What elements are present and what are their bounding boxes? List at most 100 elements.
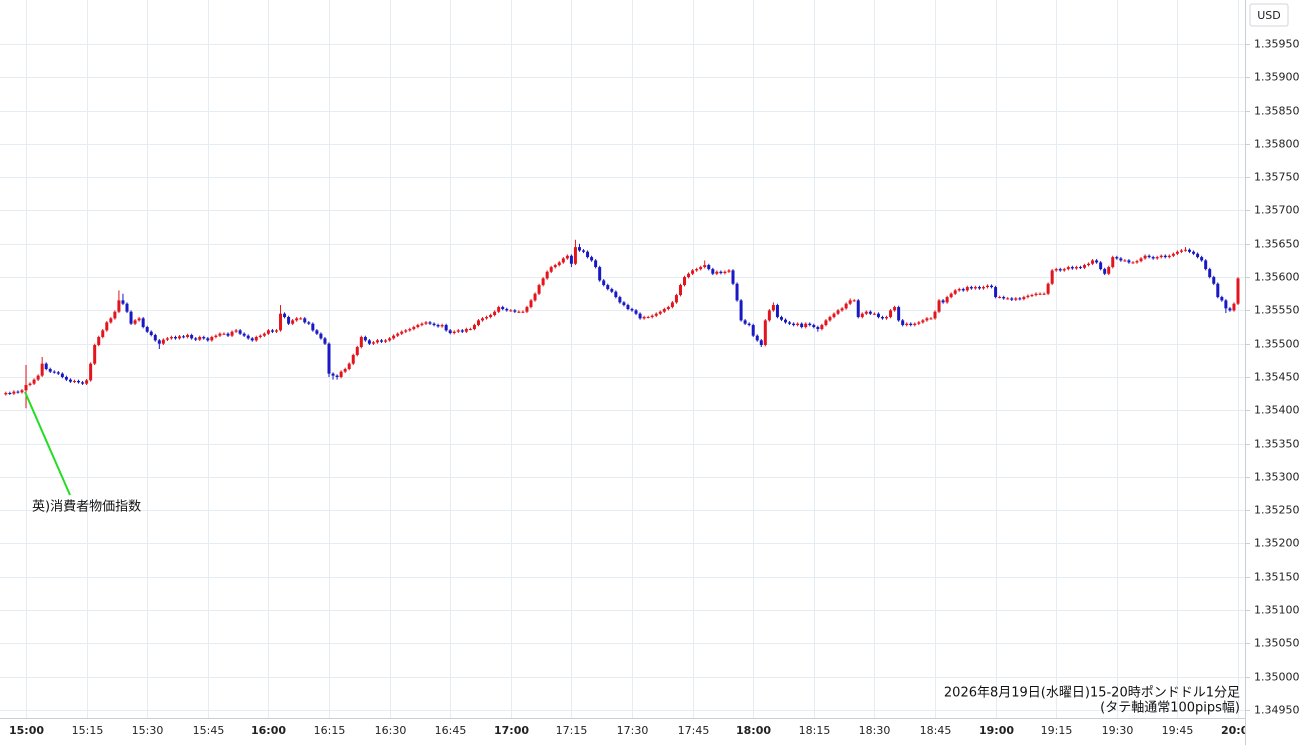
candle-body <box>16 391 20 393</box>
candle-body <box>283 313 287 318</box>
x-tick-label: 19:45 <box>1162 724 1194 737</box>
x-axis: 15:00 15:15 15:30 15:45 16:00 16:15 16:30 16:45… <box>9 724 1245 737</box>
candle-body <box>428 322 432 324</box>
candle-body <box>699 267 703 270</box>
candle-body <box>537 285 541 294</box>
candle-body <box>767 310 771 321</box>
candle-body <box>969 287 973 289</box>
candle-body <box>254 337 258 341</box>
candle-body <box>371 342 375 344</box>
y-tick-label: 1.35050 <box>1254 637 1300 650</box>
candle-body <box>1135 261 1139 263</box>
candle-body <box>501 307 505 310</box>
candle-body <box>129 311 133 324</box>
candle-body <box>238 330 242 334</box>
candle-body <box>32 379 36 384</box>
candle-body <box>375 340 379 343</box>
candle-body <box>525 307 529 312</box>
candle-body <box>630 309 634 311</box>
candle-body <box>343 368 347 372</box>
candle-body <box>674 295 678 303</box>
candle-body <box>380 340 384 342</box>
candle-body <box>44 363 48 369</box>
candle-body <box>816 327 820 330</box>
candle-body <box>917 322 921 324</box>
candle-body <box>388 338 392 341</box>
y-tick-label: 1.35400 <box>1254 404 1300 417</box>
candle-body <box>990 285 994 288</box>
candle-body <box>707 265 711 270</box>
candle-body <box>557 262 561 266</box>
candle-body <box>913 323 917 326</box>
candle-body <box>198 337 202 340</box>
candle-body <box>311 323 315 331</box>
y-tick-label: 1.35750 <box>1254 171 1300 184</box>
candle-body <box>4 392 8 395</box>
candle-body <box>105 322 109 331</box>
candle-body <box>121 300 125 304</box>
candle-body <box>190 335 194 339</box>
candle-body <box>654 313 658 316</box>
candle-body <box>1192 251 1196 254</box>
candle-body <box>335 375 339 377</box>
candle-body <box>670 302 674 308</box>
candle-body <box>210 337 214 341</box>
x-tick-label: 18:00 <box>736 724 771 737</box>
candle-body <box>925 318 929 321</box>
candle-body <box>367 340 371 344</box>
candle-body <box>153 335 157 341</box>
candle-body <box>1119 258 1123 261</box>
x-tick-label: 19:00 <box>979 724 1014 737</box>
candle-body <box>590 257 594 261</box>
candle-body <box>347 363 351 369</box>
candle-body <box>408 329 412 331</box>
candle-body <box>279 313 283 331</box>
candle-body <box>182 336 186 338</box>
candle-body <box>262 333 266 336</box>
candle-body <box>1018 298 1022 300</box>
candle-body <box>1054 269 1058 271</box>
candle-body <box>812 325 816 328</box>
candle-body <box>472 325 476 330</box>
y-tick-label: 1.35100 <box>1254 604 1300 617</box>
candles <box>4 239 1240 409</box>
candle-body <box>763 320 767 346</box>
candle-body <box>299 318 303 320</box>
candle-body <box>339 371 343 377</box>
candle-body <box>89 363 93 381</box>
currency-label: USD <box>1257 9 1281 22</box>
candle-body <box>145 327 149 332</box>
x-tick-label: 19:15 <box>1041 724 1073 737</box>
candle-body <box>359 337 363 348</box>
candle-body <box>832 313 836 318</box>
x-tick-label: 15:00 <box>9 724 44 737</box>
candle-body <box>852 300 856 302</box>
candle-body <box>820 325 824 330</box>
y-tick-label: 1.35300 <box>1254 471 1300 484</box>
candle-body <box>1002 297 1006 299</box>
candle-body <box>638 313 642 319</box>
candle-body <box>1058 269 1062 271</box>
candle-body <box>1175 251 1179 254</box>
candle-body <box>743 320 747 324</box>
candle-body <box>658 311 662 314</box>
candle-body <box>828 317 832 321</box>
candle-body <box>246 335 250 339</box>
candle-body <box>719 271 723 274</box>
candle-body <box>8 392 12 394</box>
candle-body <box>606 285 610 290</box>
candle-body <box>149 331 153 336</box>
candle-body <box>792 323 796 326</box>
candle-body <box>64 376 68 380</box>
candle-body <box>695 269 699 271</box>
candle-body <box>529 300 533 308</box>
candle-body <box>1107 267 1111 274</box>
candle-body <box>755 335 759 341</box>
candle-body <box>1163 255 1167 258</box>
candle-body <box>1022 297 1026 300</box>
candle-body <box>553 265 557 268</box>
candle-body <box>844 303 848 309</box>
candle-body <box>513 310 517 312</box>
y-tick-label: 1.35450 <box>1254 371 1300 384</box>
